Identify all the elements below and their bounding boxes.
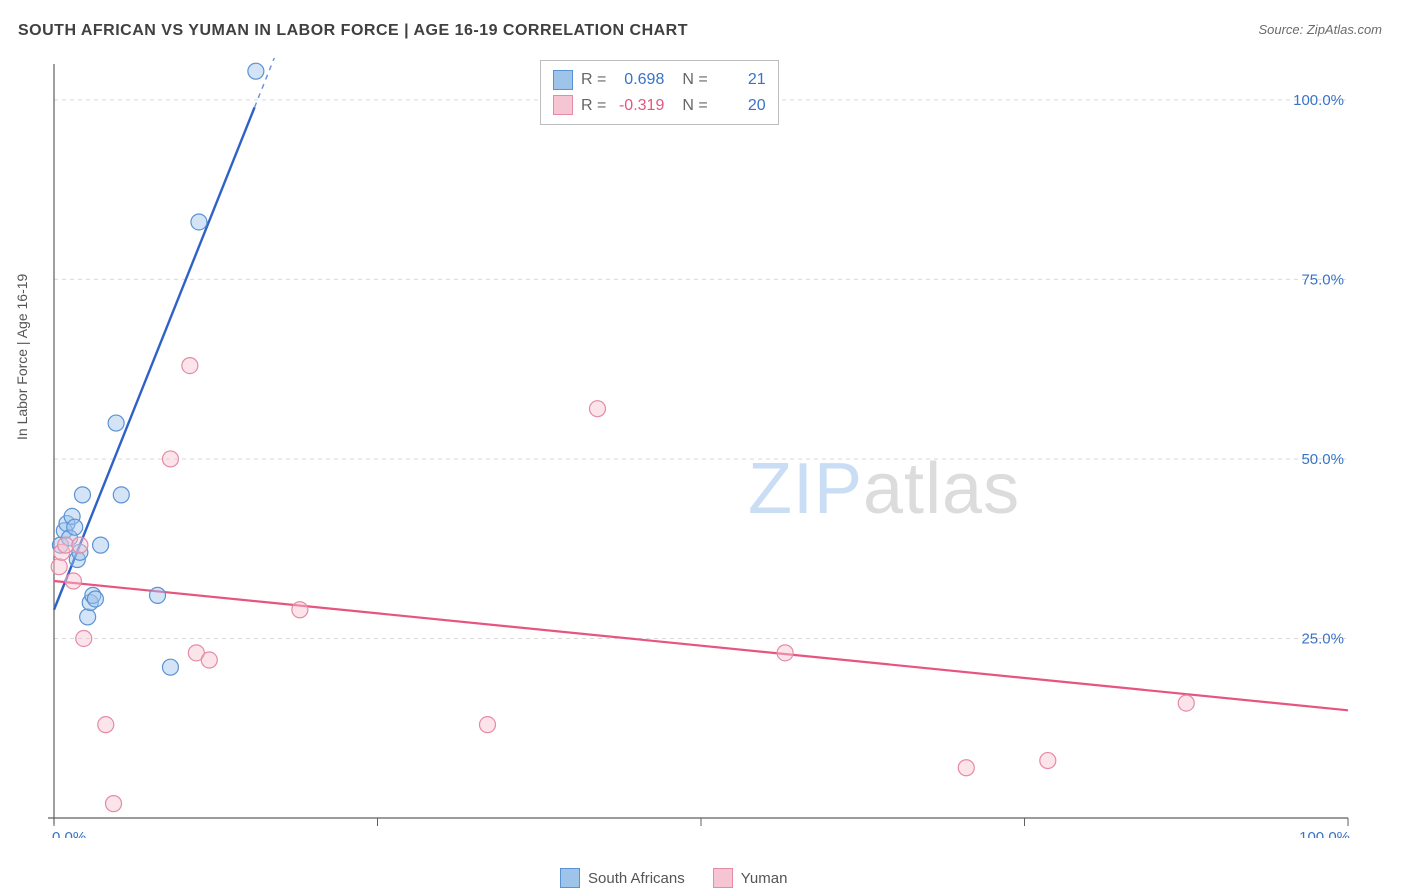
legend-item: Yuman: [713, 868, 788, 888]
legend-swatch: [560, 868, 580, 888]
svg-text:100.0%: 100.0%: [1299, 829, 1350, 838]
legend-swatch: [713, 868, 733, 888]
y-axis-label: In Labor Force | Age 16-19: [14, 274, 30, 440]
r-value: 0.698: [614, 67, 664, 93]
correlation-stats-box: R = 0.698 N = 21 R = -0.319 N = 20: [540, 60, 779, 125]
n-label: N =: [682, 93, 707, 119]
stats-row: R = 0.698 N = 21: [553, 67, 766, 93]
r-label: R =: [581, 93, 606, 119]
n-value: 21: [716, 67, 766, 93]
scatter-plot-svg: 25.0% 50.0% 75.0% 100.0% 0.0% 100.0%: [48, 58, 1358, 838]
legend-label: Yuman: [741, 870, 788, 887]
svg-text:0.0%: 0.0%: [52, 829, 86, 838]
stats-row: R = -0.319 N = 20: [553, 93, 766, 119]
svg-text:50.0%: 50.0%: [1301, 451, 1344, 468]
svg-text:25.0%: 25.0%: [1301, 630, 1344, 647]
r-value: -0.319: [614, 93, 664, 119]
r-label: R =: [581, 67, 606, 93]
legend: South Africans Yuman: [560, 868, 787, 888]
chart-area: 25.0%50.0%75.0%100.0%0.0%100.0% ZIPatlas: [48, 58, 1358, 838]
svg-text:100.0%: 100.0%: [1293, 92, 1344, 109]
series-swatch: [553, 70, 573, 90]
source-attribution: Source: ZipAtlas.com: [1258, 22, 1382, 37]
n-value: 20: [716, 93, 766, 119]
svg-text:75.0%: 75.0%: [1301, 271, 1344, 288]
chart-title: SOUTH AFRICAN VS YUMAN IN LABOR FORCE | …: [18, 22, 688, 40]
legend-label: South Africans: [588, 870, 685, 887]
series-swatch: [553, 95, 573, 115]
n-label: N =: [682, 67, 707, 93]
legend-item: South Africans: [560, 868, 685, 888]
